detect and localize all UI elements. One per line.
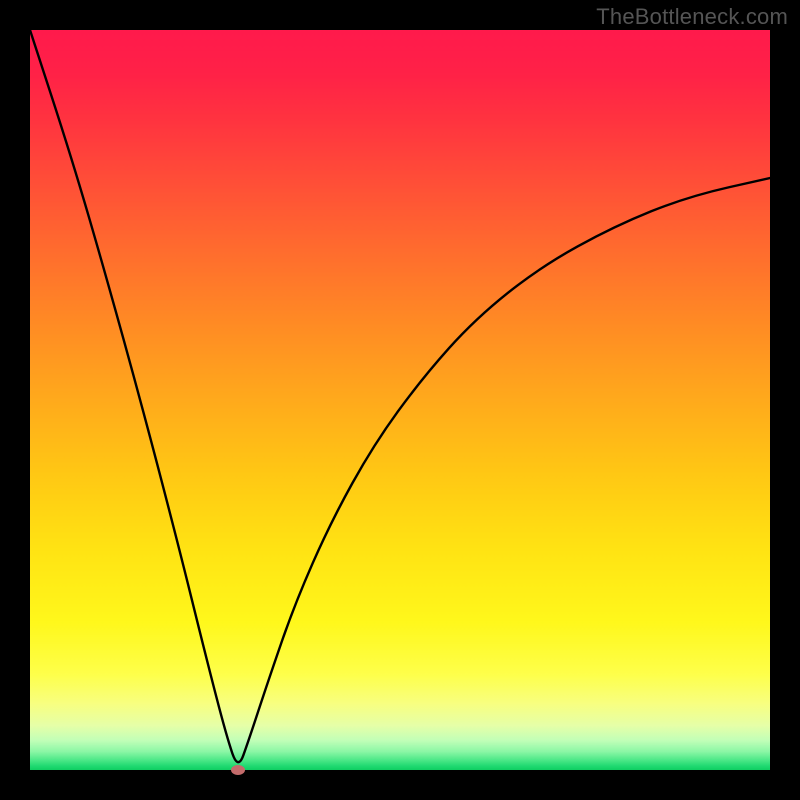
chart-outer-frame: TheBottleneck.com (0, 0, 800, 800)
bottleneck-curve (30, 30, 770, 762)
watermark-text: TheBottleneck.com (596, 4, 788, 30)
optimal-point-marker (231, 765, 245, 775)
bottleneck-curve-svg (30, 30, 770, 770)
plot-area (30, 30, 770, 770)
